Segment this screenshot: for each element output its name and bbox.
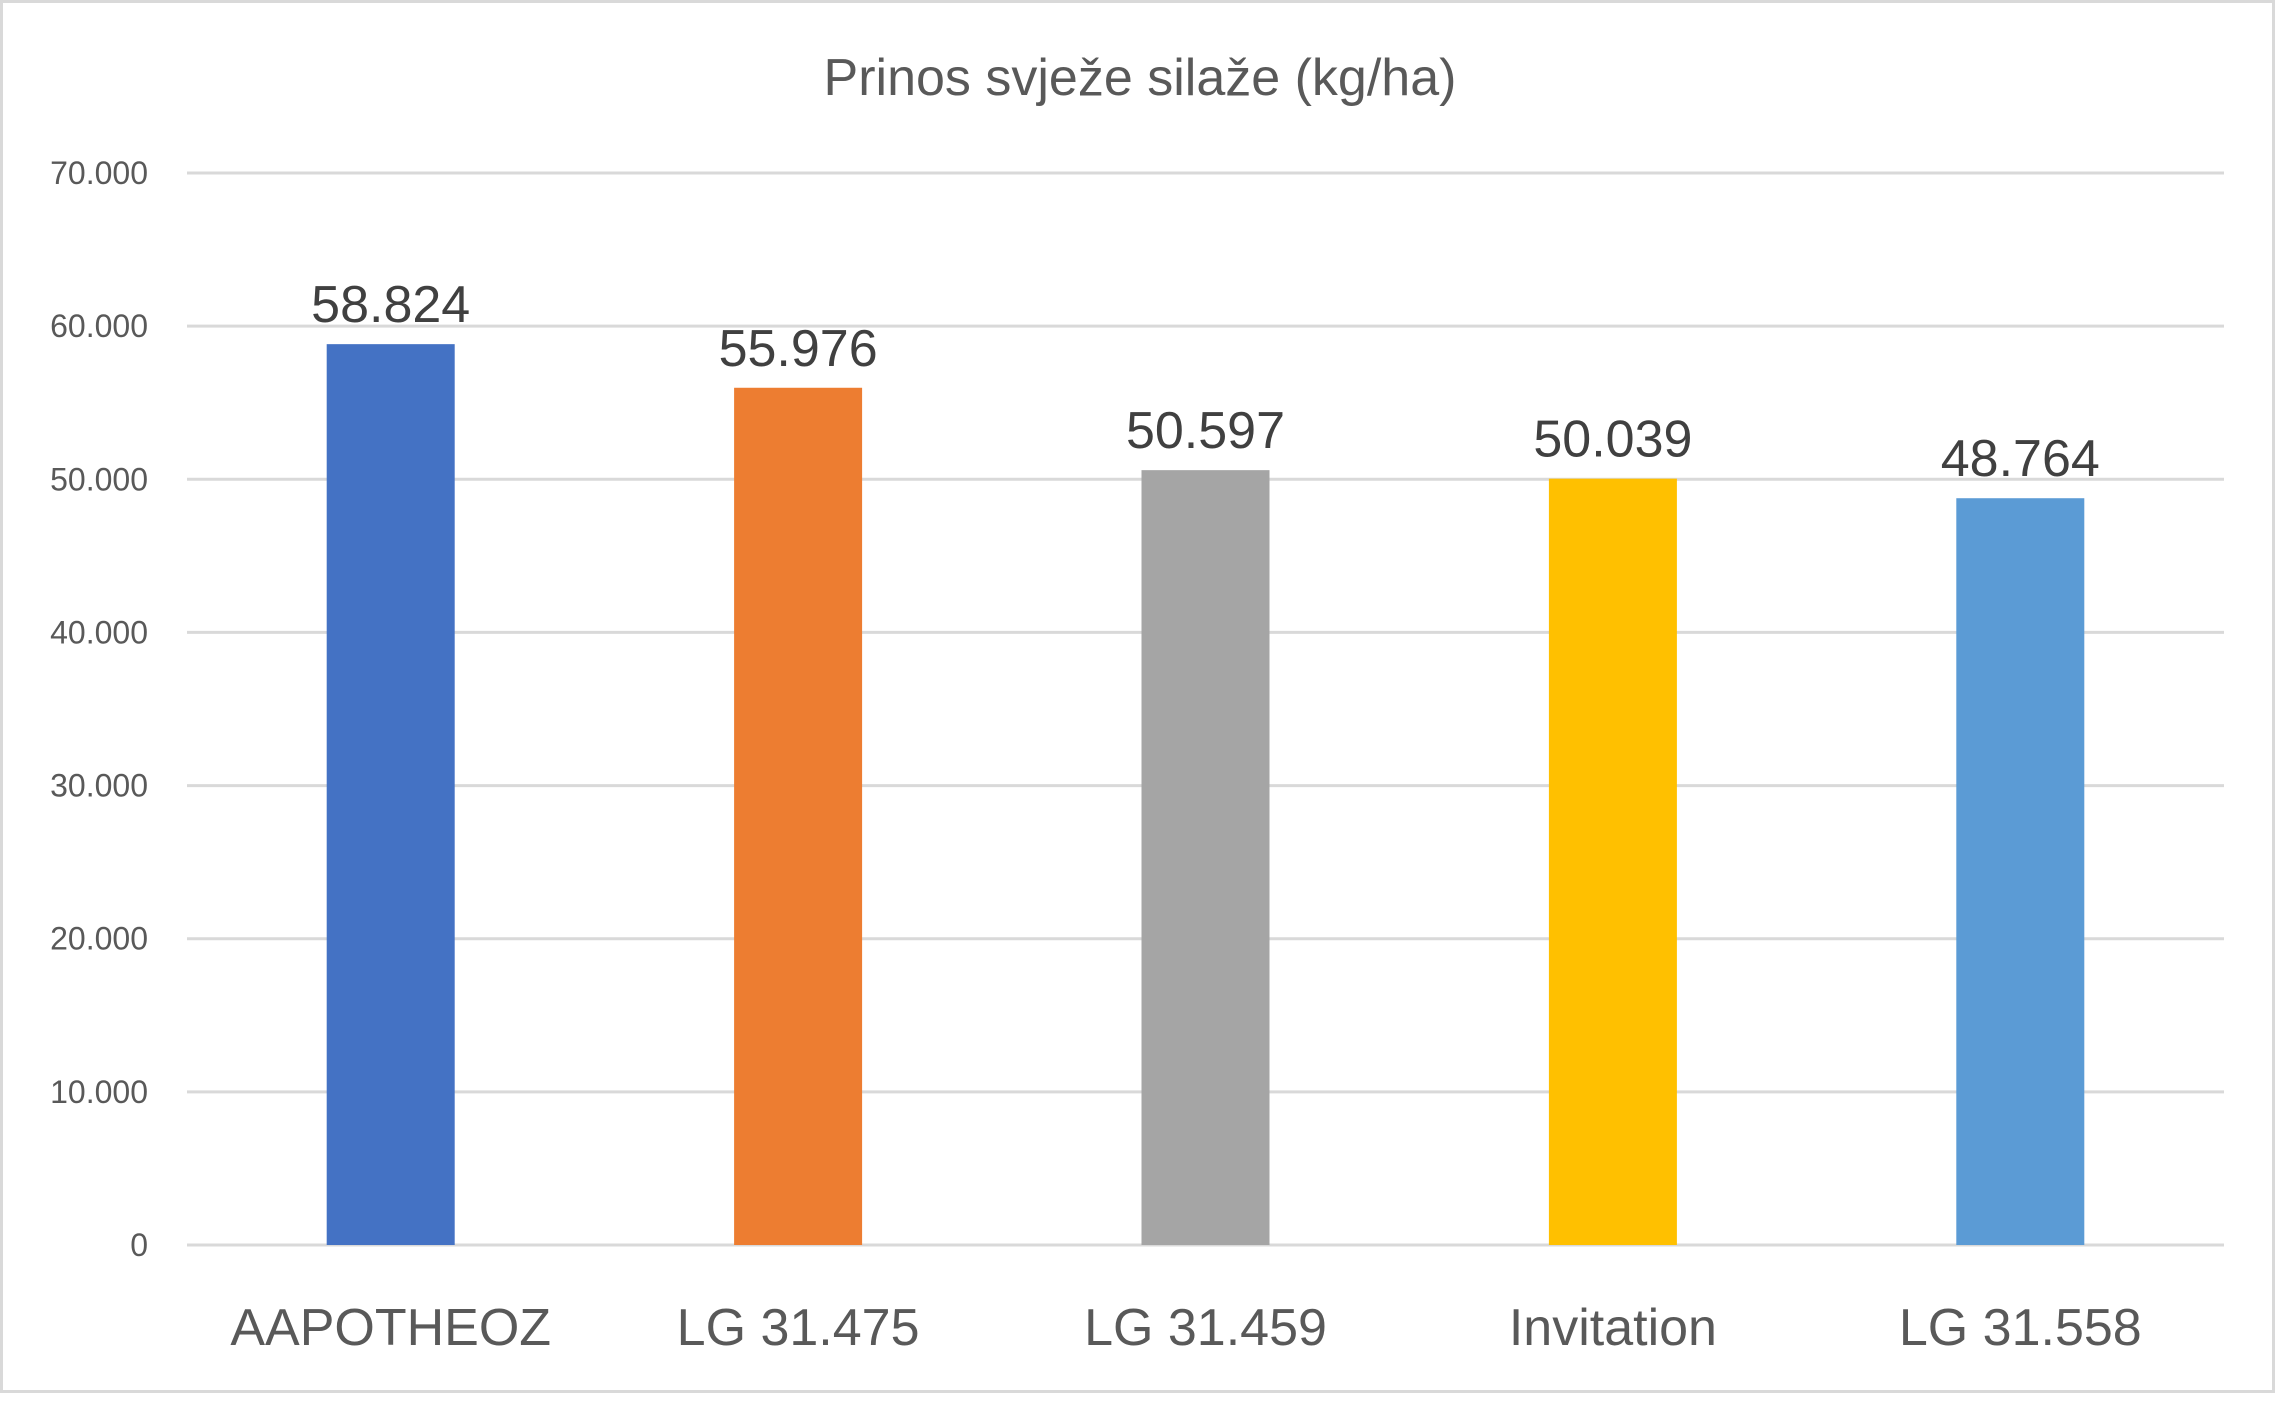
y-tick-label: 30.000 bbox=[50, 768, 148, 804]
x-tick-label: AAPOTHEOZ bbox=[230, 1299, 551, 1357]
y-tick-label: 50.000 bbox=[50, 461, 148, 497]
bar-5 bbox=[1956, 498, 2085, 1245]
bar-4 bbox=[1548, 478, 1677, 1245]
data-label: 50.039 bbox=[1533, 411, 1692, 469]
y-tick-label: 40.000 bbox=[50, 614, 148, 650]
bar-chart: Prinos svježe silaže (kg/ha) 0 10.000 20.0… bbox=[50, 49, 2224, 1357]
data-label: 50.597 bbox=[1126, 402, 1285, 460]
bar-2 bbox=[734, 387, 863, 1245]
chart-title: Prinos svježe silaže (kg/ha) bbox=[824, 49, 1457, 107]
x-tick-label: LG 31.558 bbox=[1899, 1299, 2142, 1357]
x-tick-label: LG 31.459 bbox=[1084, 1299, 1327, 1357]
y-tick-label: 20.000 bbox=[50, 921, 148, 957]
x-tick-label: LG 31.475 bbox=[677, 1299, 920, 1357]
y-tick-label: 10.000 bbox=[50, 1074, 148, 1110]
data-label: 48.764 bbox=[1941, 430, 2100, 488]
x-tick-label: Invitation bbox=[1509, 1299, 1717, 1357]
data-label: 58.824 bbox=[311, 276, 470, 334]
y-tick-label: 70.000 bbox=[50, 155, 148, 191]
data-label: 55.976 bbox=[719, 320, 878, 378]
y-tick-label: 0 bbox=[130, 1227, 148, 1263]
y-tick-label: 60.000 bbox=[50, 308, 148, 344]
bar-1 bbox=[326, 344, 455, 1245]
bar-3 bbox=[1141, 470, 1270, 1246]
